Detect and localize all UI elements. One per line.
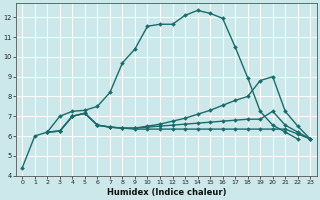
X-axis label: Humidex (Indice chaleur): Humidex (Indice chaleur) xyxy=(107,188,226,197)
